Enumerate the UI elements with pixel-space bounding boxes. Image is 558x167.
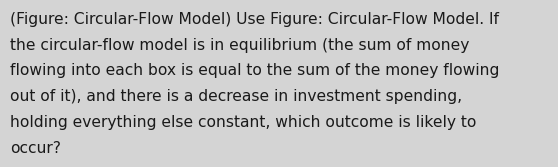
Text: out of it), and there is a decrease in investment spending,: out of it), and there is a decrease in i… <box>10 89 462 104</box>
Text: (Figure: Circular-Flow Model) Use Figure: Circular-Flow Model. If: (Figure: Circular-Flow Model) Use Figure… <box>10 12 499 27</box>
Text: holding everything else constant, which outcome is likely to: holding everything else constant, which … <box>10 115 477 130</box>
Text: the circular-flow model is in equilibrium (the sum of money: the circular-flow model is in equilibriu… <box>10 38 469 53</box>
Text: occur?: occur? <box>10 141 61 156</box>
Text: flowing into each box is equal to the sum of the money flowing: flowing into each box is equal to the su… <box>10 63 499 78</box>
